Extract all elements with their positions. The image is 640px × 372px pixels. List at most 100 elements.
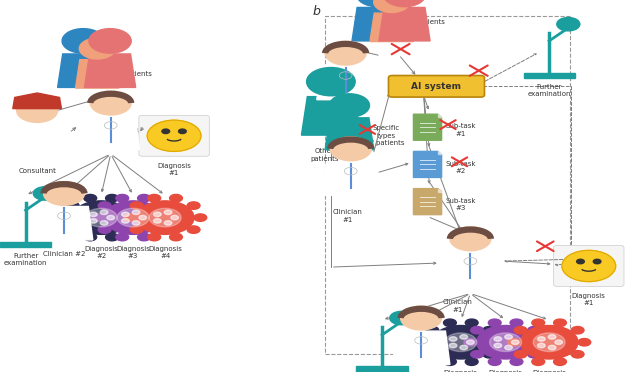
Circle shape	[557, 17, 580, 31]
Circle shape	[374, 0, 410, 13]
Circle shape	[104, 201, 162, 234]
Circle shape	[548, 345, 556, 350]
Text: Diagnosis
#1: Diagnosis #1	[572, 293, 605, 306]
Text: Other
patients: Other patients	[310, 148, 339, 161]
Circle shape	[508, 339, 520, 346]
Text: Patients: Patients	[417, 19, 445, 25]
Circle shape	[533, 333, 565, 352]
Circle shape	[419, 339, 432, 346]
Circle shape	[432, 326, 490, 359]
FancyBboxPatch shape	[554, 246, 624, 286]
Circle shape	[84, 195, 97, 202]
Polygon shape	[392, 331, 450, 365]
Circle shape	[554, 358, 566, 365]
Circle shape	[494, 337, 502, 341]
Circle shape	[99, 226, 111, 233]
Circle shape	[578, 339, 591, 346]
Circle shape	[187, 226, 200, 233]
Circle shape	[162, 214, 175, 221]
Text: Clinician #2: Clinician #2	[43, 251, 85, 257]
Circle shape	[72, 201, 130, 234]
Text: Diagnosis
#1: Diagnosis #1	[157, 163, 191, 176]
Circle shape	[131, 202, 143, 209]
Text: a: a	[8, 144, 15, 157]
Circle shape	[171, 215, 179, 220]
Bar	[0, 242, 51, 247]
Circle shape	[17, 99, 58, 122]
Circle shape	[67, 202, 79, 209]
Text: Further
examination: Further examination	[4, 253, 47, 266]
Circle shape	[130, 214, 143, 221]
Circle shape	[154, 212, 161, 217]
Circle shape	[136, 201, 194, 234]
Circle shape	[44, 182, 84, 205]
Polygon shape	[317, 66, 374, 100]
Circle shape	[515, 350, 527, 358]
Circle shape	[138, 195, 150, 202]
Circle shape	[532, 319, 545, 327]
Circle shape	[471, 327, 484, 334]
Circle shape	[426, 350, 439, 358]
Circle shape	[90, 219, 97, 223]
Circle shape	[449, 343, 457, 348]
Text: Sub-task
#1: Sub-task #1	[445, 124, 476, 137]
Circle shape	[460, 345, 468, 350]
Text: b: b	[312, 5, 320, 17]
Text: Specific
types
of patients: Specific types of patients	[367, 125, 405, 146]
Circle shape	[100, 221, 108, 225]
Circle shape	[99, 202, 111, 209]
Circle shape	[325, 41, 366, 65]
Circle shape	[148, 195, 161, 202]
Polygon shape	[438, 189, 442, 192]
Polygon shape	[413, 189, 442, 215]
Circle shape	[33, 187, 56, 200]
Circle shape	[515, 327, 527, 334]
Polygon shape	[352, 7, 403, 41]
Circle shape	[90, 91, 131, 115]
Circle shape	[532, 358, 545, 365]
Circle shape	[132, 221, 140, 225]
Circle shape	[534, 339, 547, 346]
Circle shape	[122, 219, 129, 223]
Polygon shape	[84, 54, 136, 87]
Circle shape	[85, 208, 117, 227]
Circle shape	[577, 259, 584, 264]
Polygon shape	[325, 118, 374, 150]
Circle shape	[555, 340, 563, 344]
Circle shape	[124, 214, 136, 221]
Circle shape	[488, 358, 501, 365]
Circle shape	[494, 343, 502, 348]
Polygon shape	[13, 93, 61, 109]
Circle shape	[154, 219, 161, 223]
Circle shape	[511, 340, 519, 344]
Circle shape	[464, 339, 477, 346]
Circle shape	[356, 0, 399, 7]
Polygon shape	[82, 116, 140, 150]
Polygon shape	[370, 13, 413, 42]
Polygon shape	[413, 114, 442, 140]
Circle shape	[465, 319, 478, 327]
Circle shape	[84, 233, 97, 241]
Circle shape	[79, 38, 115, 59]
Circle shape	[510, 319, 523, 327]
Circle shape	[571, 350, 584, 358]
Text: Diagnosis
#2: Diagnosis #2	[444, 370, 477, 372]
Circle shape	[90, 212, 97, 217]
Text: Diagnosis
#3: Diagnosis #3	[116, 246, 150, 259]
Circle shape	[538, 343, 545, 348]
Circle shape	[155, 202, 168, 209]
Bar	[325, 16, 570, 354]
Circle shape	[117, 208, 149, 227]
FancyBboxPatch shape	[139, 115, 209, 156]
Bar	[524, 73, 575, 78]
Circle shape	[132, 210, 140, 215]
Circle shape	[444, 319, 456, 327]
Text: Clinician
#1: Clinician #1	[328, 114, 357, 127]
Circle shape	[445, 333, 477, 352]
Circle shape	[106, 233, 118, 241]
Circle shape	[155, 226, 168, 233]
Polygon shape	[322, 162, 380, 195]
Text: Clinician #1: Clinician #1	[117, 128, 159, 134]
Circle shape	[116, 233, 129, 241]
Bar	[356, 366, 408, 372]
